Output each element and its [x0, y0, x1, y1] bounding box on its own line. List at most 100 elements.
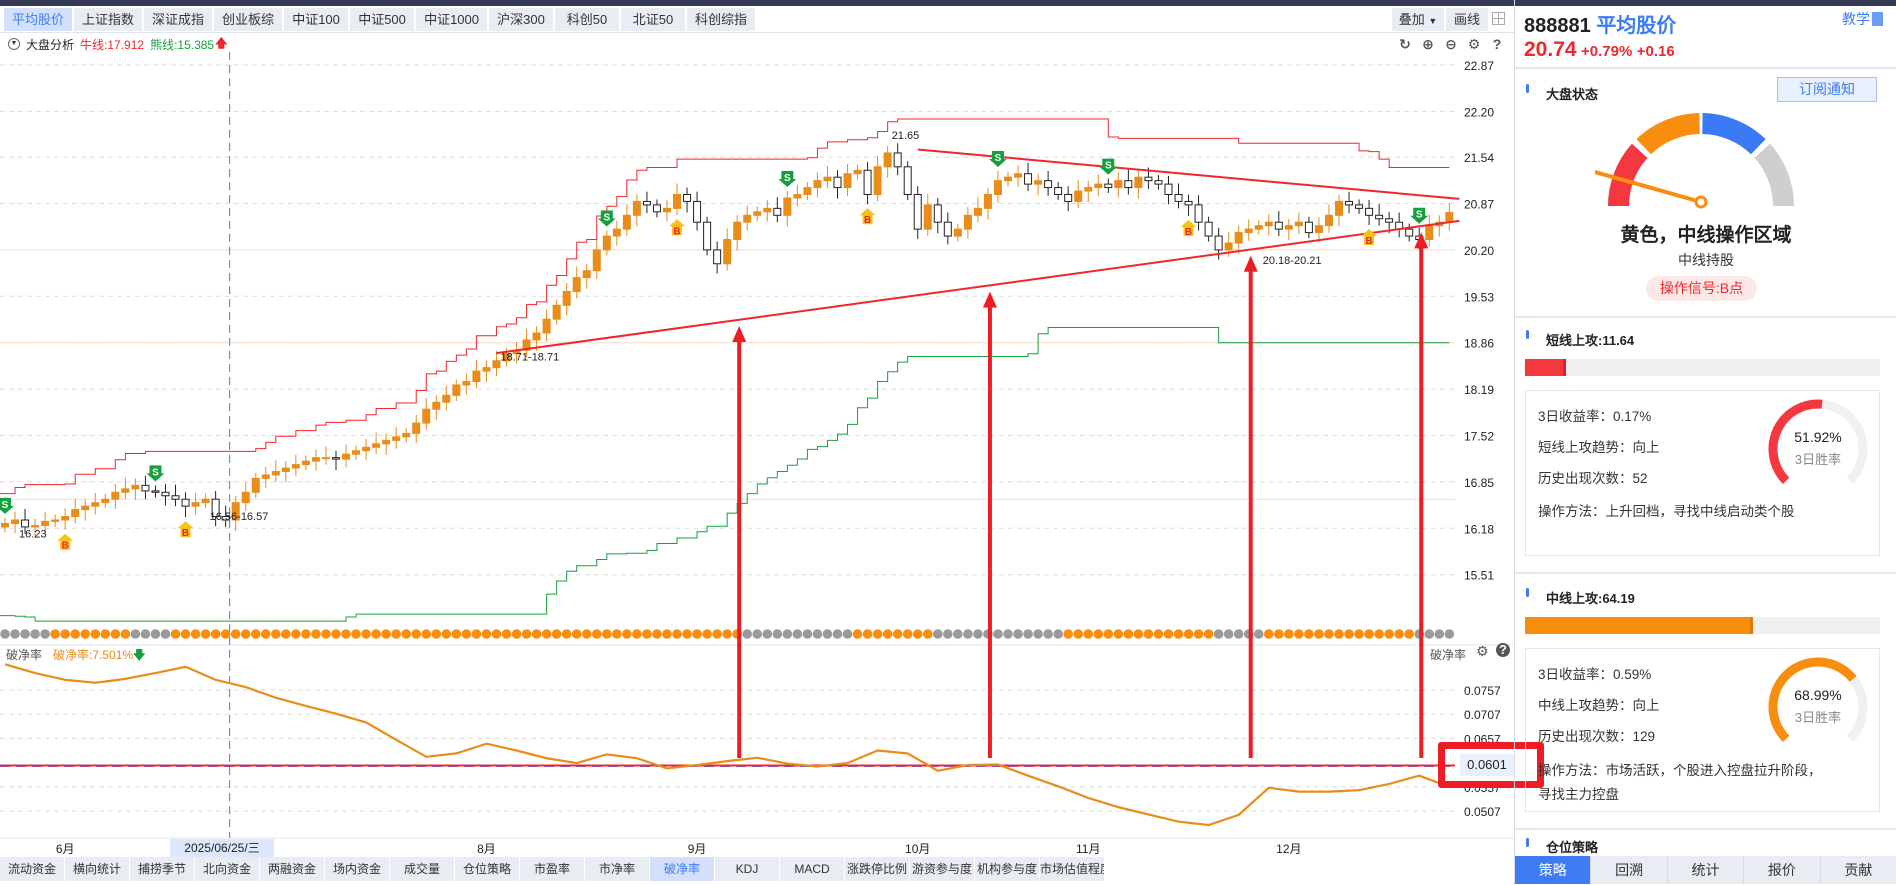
status-dot — [271, 629, 281, 639]
candle-body — [392, 436, 401, 441]
sell-signal-icon — [778, 171, 797, 188]
status-dot — [912, 629, 923, 639]
indicator-tab-8[interactable]: 市盈率 — [520, 857, 584, 881]
help-icon[interactable]: ? — [1492, 36, 1502, 52]
y-tick-label: 22.20 — [1464, 105, 1494, 119]
candle-body — [1084, 187, 1093, 192]
tab-0[interactable]: 平均股价 — [4, 8, 73, 31]
mid-win-label: 3日胜率 — [1794, 710, 1842, 725]
indicator-tab-13[interactable]: 涨跌停比例 — [845, 857, 909, 881]
status-dot — [10, 629, 20, 639]
candle-body — [1214, 235, 1223, 251]
grid-layout-icon[interactable] — [1492, 12, 1505, 25]
indicator-tab-2[interactable]: 捕捞季节 — [130, 857, 194, 881]
draw-line-button[interactable]: 画线 — [1446, 8, 1488, 31]
indicator-tab-10[interactable]: 破净率 — [650, 857, 714, 881]
status-dot — [200, 629, 211, 639]
tab-4[interactable]: 中证100 — [284, 8, 349, 31]
stock-name: 平均股价 — [1596, 15, 1677, 37]
indicator-tab-9[interactable]: 市净率 — [585, 857, 649, 881]
info-line: 操作方法：市场活跃，个股进入控盘拉升阶段， — [1538, 763, 1822, 778]
tab-6[interactable]: 中证1000 — [416, 8, 487, 31]
status-dot — [892, 629, 903, 639]
candle-body — [532, 332, 541, 341]
overlay-button[interactable]: 叠加 ▼ — [1392, 8, 1444, 31]
tutorial-link[interactable]: 教学 — [1842, 9, 1883, 29]
zoom-out-icon[interactable]: ⊖ — [1445, 36, 1457, 52]
section-marker — [1526, 84, 1529, 93]
candle-body — [311, 457, 320, 462]
status-dot — [702, 629, 712, 639]
status-dot — [602, 629, 612, 639]
status-dot — [451, 629, 462, 639]
candle-body — [933, 204, 942, 223]
tab-5[interactable]: 中证500 — [350, 8, 415, 31]
indicator-tab-14[interactable]: 游资参与度 — [910, 857, 974, 881]
status-dot — [682, 629, 692, 639]
candle-body — [1174, 194, 1183, 202]
candle-body — [251, 477, 260, 493]
panel-tab-3[interactable]: 报价 — [1744, 856, 1821, 884]
panel-tab-1[interactable]: 回溯 — [1591, 856, 1668, 884]
y-tick-label: 19.53 — [1464, 290, 1494, 304]
indicator-tab-7[interactable]: 仓位策略 — [455, 857, 519, 881]
status-dot — [100, 629, 111, 639]
panel-tab-0[interactable]: 策略 — [1515, 856, 1592, 884]
tab-8[interactable]: 科创50 — [554, 8, 619, 31]
panel-tab-2[interactable]: 统计 — [1668, 856, 1745, 884]
status-dot — [531, 629, 542, 639]
gear-icon[interactable]: ⚙ — [1467, 36, 1481, 52]
status-dot — [1093, 629, 1104, 639]
indicator-tab-3[interactable]: 北向资金 — [195, 857, 259, 881]
short-win-label: 3日胜率 — [1794, 452, 1842, 467]
indicator-tab-0[interactable]: 流动资金 — [0, 857, 64, 881]
trendline — [917, 148, 1460, 200]
status-dot — [331, 629, 341, 639]
indicator-tab-6[interactable]: 成交量 — [390, 857, 454, 881]
candle-body — [1365, 207, 1374, 216]
candle-body — [693, 200, 702, 223]
candle-body — [843, 173, 852, 189]
y-tick-label: 17.52 — [1464, 430, 1494, 444]
tab-1[interactable]: 上证指数 — [74, 8, 143, 31]
dropdown-icon[interactable]: ▼ — [8, 38, 20, 50]
indicator-tab-15[interactable]: 机构参与度 — [975, 857, 1039, 881]
indicator-tab-11[interactable]: KDJ — [715, 857, 779, 881]
chart-canvas[interactable]: 22.87 22.20 21.54 20.87 20.20 19.53 18.86 18.19… — [0, 0, 1514, 856]
status-dot — [351, 629, 361, 639]
tab-10[interactable]: 科创综指 — [686, 8, 755, 31]
candle-body — [1244, 228, 1253, 234]
tab-2[interactable]: 深证成指 — [144, 8, 213, 31]
indicator-tab-12[interactable]: MACD — [780, 857, 844, 881]
arrow-up-icon — [1243, 255, 1258, 272]
indicator-tab-16[interactable]: 市场估值程度 — [1040, 857, 1104, 881]
tab-3[interactable]: 创业板综 — [214, 8, 283, 31]
candle-body — [472, 370, 481, 382]
buy-signal-label: B — [182, 528, 189, 539]
indicator-tab-5[interactable]: 场内资金 — [325, 857, 389, 881]
analysis-label[interactable]: 大盘分析 — [26, 37, 75, 52]
stock-code: 888881 — [1524, 15, 1591, 37]
candle-body — [783, 197, 792, 216]
gear-icon[interactable]: ⚙ — [1476, 643, 1489, 659]
tab-7[interactable]: 沪深300 — [488, 8, 553, 31]
candle-body — [542, 318, 551, 334]
zoom-in-icon[interactable]: ⊕ — [1422, 36, 1434, 52]
status-dot — [591, 629, 602, 639]
help-icon[interactable]: ? — [1496, 643, 1510, 657]
subscribe-button[interactable]: 订阅通知 — [1777, 77, 1877, 102]
arrow-up-icon — [1414, 232, 1429, 249]
status-dot — [170, 629, 181, 639]
candle-body — [993, 180, 1002, 196]
refresh-icon[interactable]: ↻ — [1399, 36, 1411, 52]
status-dot — [1374, 629, 1384, 639]
status-dot — [1424, 629, 1435, 639]
info-line: 短线上攻趋势：向上 — [1538, 440, 1660, 455]
status-dot — [1404, 629, 1414, 639]
indicator-tab-4[interactable]: 两融资金 — [260, 857, 324, 881]
panel-tab-4[interactable]: 贡献 — [1821, 856, 1896, 884]
status-dot — [692, 629, 702, 639]
tab-9[interactable]: 北证50 — [620, 8, 685, 31]
indicator-tab-1[interactable]: 横向统计 — [65, 857, 129, 881]
status-dot — [752, 629, 763, 639]
